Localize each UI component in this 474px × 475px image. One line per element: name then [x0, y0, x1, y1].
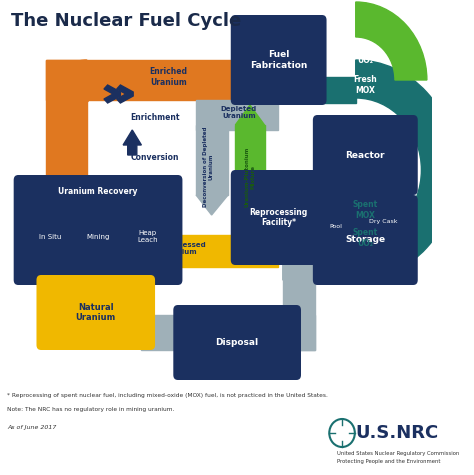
Polygon shape	[196, 195, 228, 215]
Text: Reprocessed
Uranium: Reprocessed Uranium	[155, 243, 206, 256]
Text: The Nuclear Fuel Cycle: The Nuclear Fuel Cycle	[11, 12, 241, 30]
Text: United States Nuclear Regulatory Commission: United States Nuclear Regulatory Commiss…	[337, 450, 460, 456]
Wedge shape	[50, 60, 89, 102]
Text: Mining: Mining	[86, 234, 109, 240]
Polygon shape	[141, 315, 315, 350]
Polygon shape	[235, 105, 264, 125]
Wedge shape	[280, 242, 315, 280]
Text: Depleted
Uranium: Depleted Uranium	[221, 106, 257, 120]
Text: Disposal: Disposal	[216, 338, 259, 347]
Text: Enriched
Uranium: Enriched Uranium	[150, 67, 188, 87]
Text: Reprocessing
Facility*: Reprocessing Facility*	[249, 208, 308, 227]
Polygon shape	[283, 245, 315, 350]
Wedge shape	[356, 60, 456, 280]
Polygon shape	[117, 85, 133, 103]
FancyBboxPatch shape	[36, 275, 155, 350]
Text: Note: The NRC has no regulatory role in mining uranium.: Note: The NRC has no regulatory role in …	[7, 407, 175, 412]
Text: Fuel
Fabrication: Fuel Fabrication	[250, 50, 307, 70]
Text: Enrichment: Enrichment	[130, 113, 180, 122]
Polygon shape	[273, 77, 287, 103]
Text: Uranium Recovery: Uranium Recovery	[58, 188, 137, 197]
FancyBboxPatch shape	[14, 175, 182, 285]
Text: In Situ: In Situ	[39, 234, 61, 240]
Text: Dry Cask: Dry Cask	[369, 219, 397, 225]
FancyBboxPatch shape	[313, 115, 418, 195]
Text: Fresh
UO₂: Fresh UO₂	[353, 45, 377, 65]
Text: Heap
Leach: Heap Leach	[137, 230, 158, 244]
Text: Natural
Uranium: Natural Uranium	[76, 303, 116, 322]
Polygon shape	[196, 125, 228, 195]
Text: U.S.NRC: U.S.NRC	[356, 424, 439, 442]
Text: Pool: Pool	[329, 225, 342, 229]
Text: Spent
MOX: Spent MOX	[352, 200, 377, 220]
Polygon shape	[235, 125, 264, 245]
Text: Protecting People and the Environment: Protecting People and the Environment	[337, 459, 441, 465]
Text: Uranium-Plutonium
Mixture: Uranium-Plutonium Mixture	[245, 147, 255, 207]
Text: Storage: Storage	[345, 236, 385, 245]
FancyBboxPatch shape	[231, 170, 327, 265]
Polygon shape	[87, 235, 278, 267]
FancyBboxPatch shape	[231, 15, 327, 105]
FancyBboxPatch shape	[173, 305, 301, 380]
Polygon shape	[46, 60, 87, 285]
Text: Spent
UO₂: Spent UO₂	[352, 228, 377, 247]
Text: As of June 2017: As of June 2017	[7, 425, 57, 430]
Text: * Reprocessing of spent nuclear fuel, including mixed-oxide (MOX) fuel, is not p: * Reprocessing of spent nuclear fuel, in…	[7, 393, 328, 398]
Polygon shape	[104, 85, 120, 103]
Polygon shape	[123, 130, 141, 155]
Polygon shape	[273, 77, 356, 103]
Polygon shape	[87, 235, 91, 267]
Polygon shape	[246, 60, 264, 100]
Polygon shape	[273, 235, 278, 263]
Polygon shape	[87, 235, 118, 335]
Text: Fresh
MOX: Fresh MOX	[353, 76, 377, 95]
Text: Milling: Milling	[140, 196, 170, 205]
Text: Reactor: Reactor	[346, 151, 385, 160]
Text: Deconversion of Depleted
Uranium: Deconversion of Depleted Uranium	[202, 127, 213, 207]
Wedge shape	[78, 290, 118, 335]
Polygon shape	[46, 60, 264, 100]
Polygon shape	[273, 235, 356, 263]
Polygon shape	[196, 100, 278, 130]
Wedge shape	[356, 2, 427, 80]
Text: Conversion: Conversion	[131, 152, 179, 162]
FancyBboxPatch shape	[313, 195, 418, 285]
Polygon shape	[141, 315, 146, 350]
